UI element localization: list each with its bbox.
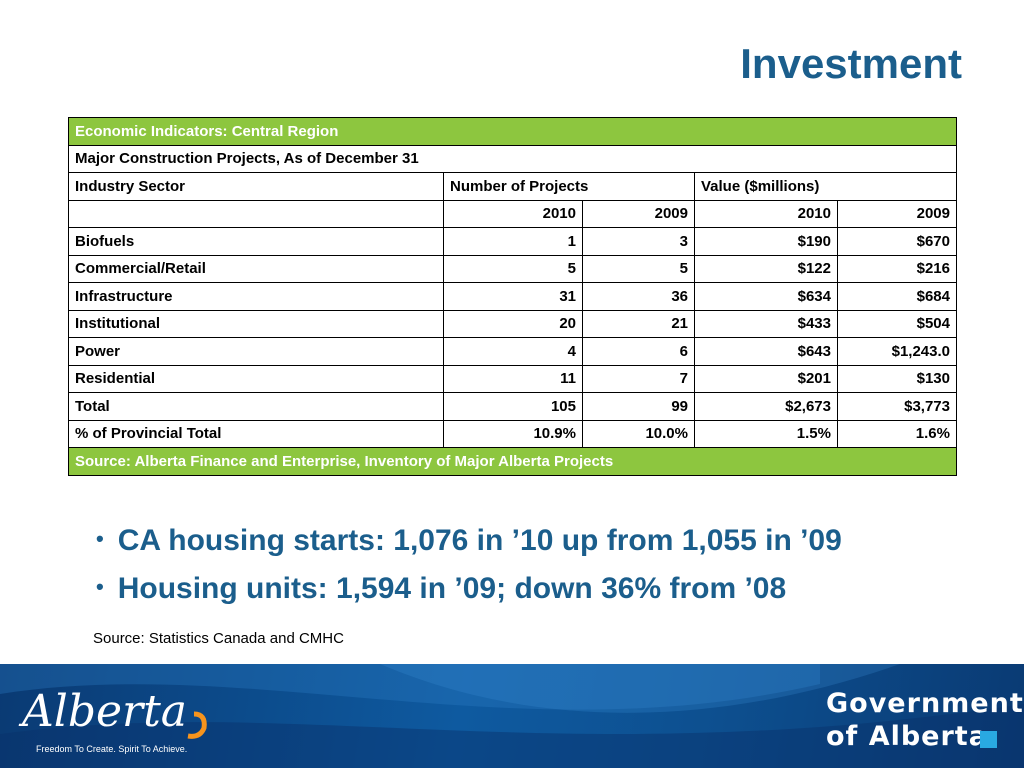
row-projects-2009: 36	[582, 282, 695, 311]
table-row: Power 4 6 $643 $1,243.0	[68, 337, 957, 366]
row-projects-2009: 99	[582, 392, 695, 421]
year-projects-2009: 2009	[582, 199, 695, 228]
row-projects-2010: 4	[443, 337, 583, 366]
column-header-sector: Industry Sector	[68, 172, 444, 201]
row-value-2010: $643	[694, 337, 838, 366]
footer-banner: Alberta Freedom To Create. Spirit To Ach…	[0, 664, 1024, 768]
slide-title: Investment	[740, 40, 962, 87]
year-projects-2010: 2010	[443, 199, 583, 228]
table-subtitle-row: Major Construction Projects, As of Decem…	[68, 144, 957, 173]
row-value-2010: $433	[694, 309, 838, 338]
row-value-2010: $634	[694, 282, 838, 311]
row-sector: Power	[68, 337, 444, 366]
row-projects-2010: 105	[443, 392, 583, 421]
row-value-2010: $122	[694, 254, 838, 283]
row-value-2009: $130	[837, 364, 957, 393]
row-sector: Institutional	[68, 309, 444, 338]
row-sector: Residential	[68, 364, 444, 393]
row-projects-2010: 5	[443, 254, 583, 283]
logo-orange-swoosh	[187, 711, 207, 739]
table-year-row: 2010 2009 2010 2009	[68, 199, 957, 228]
row-projects-2009: 7	[582, 364, 695, 393]
row-sector: Biofuels	[68, 227, 444, 256]
row-value-2009: $1,243.0	[837, 337, 957, 366]
government-wordmark-line1: Government	[826, 688, 1024, 719]
row-projects-2010: 11	[443, 364, 583, 393]
bullet-marker: •	[96, 574, 104, 599]
row-value-2009: $216	[837, 254, 957, 283]
year-value-2009: 2009	[837, 199, 957, 228]
row-sector: Infrastructure	[68, 282, 444, 311]
table-row: Total 105 99 $2,673 $3,773	[68, 392, 957, 421]
economic-indicators-table: Economic Indicators: Central Region Majo…	[68, 117, 957, 476]
bullet-text: Housing units: 1,594 in ’09; down 36% fr…	[117, 572, 787, 605]
row-projects-2009: 21	[582, 309, 695, 338]
table-column-header-row: Industry Sector Number of Projects Value…	[68, 172, 957, 201]
row-sector: Commercial/Retail	[68, 254, 444, 283]
row-value-2009: $670	[837, 227, 957, 256]
row-projects-2009: 3	[582, 227, 695, 256]
bullet-list: • CA housing starts: 1,076 in ’10 up fro…	[96, 524, 842, 620]
footer-swoosh-graphic	[0, 664, 1024, 768]
year-value-2010: 2010	[694, 199, 838, 228]
table-source: Source: Alberta Finance and Enterprise, …	[68, 447, 957, 476]
table-row: % of Provincial Total 10.9% 10.0% 1.5% 1…	[68, 419, 957, 448]
row-sector: Total	[68, 392, 444, 421]
row-value-2009: $3,773	[837, 392, 957, 421]
bullet-text: CA housing starts: 1,076 in ’10 up from …	[117, 524, 842, 557]
row-value-2009: $684	[837, 282, 957, 311]
table-source-row: Source: Alberta Finance and Enterprise, …	[68, 447, 957, 476]
row-value-2010: $2,673	[694, 392, 838, 421]
row-projects-2009: 10.0%	[582, 419, 695, 448]
bullet-marker: •	[96, 526, 104, 551]
source-note: Source: Statistics Canada and CMHC	[93, 630, 344, 647]
column-header-value: Value ($millions)	[694, 172, 957, 201]
bullet-item: • CA housing starts: 1,076 in ’10 up fro…	[96, 524, 842, 572]
bullet-item: • Housing units: 1,594 in ’09; down 36% …	[96, 572, 842, 620]
row-projects-2010: 20	[443, 309, 583, 338]
table-row: Institutional 20 21 $433 $504	[68, 309, 957, 338]
logo-wordmark: Alberta	[18, 686, 187, 737]
row-projects-2010: 1	[443, 227, 583, 256]
government-wordmark-line2: of Alberta	[826, 721, 988, 752]
table-header-row: Economic Indicators: Central Region	[68, 117, 957, 146]
row-projects-2009: 6	[582, 337, 695, 366]
government-square-icon	[980, 731, 997, 748]
row-value-2010: $190	[694, 227, 838, 256]
row-projects-2010: 10.9%	[443, 419, 583, 448]
column-header-projects: Number of Projects	[443, 172, 695, 201]
row-projects-2009: 5	[582, 254, 695, 283]
table-row: Infrastructure 31 36 $634 $684	[68, 282, 957, 311]
alberta-logo: Alberta	[18, 686, 207, 739]
row-value-2009: 1.6%	[837, 419, 957, 448]
table-row: Residential 11 7 $201 $130	[68, 364, 957, 393]
row-projects-2010: 31	[443, 282, 583, 311]
year-row-blank	[68, 199, 444, 228]
row-sector: % of Provincial Total	[68, 419, 444, 448]
row-value-2009: $504	[837, 309, 957, 338]
row-value-2010: 1.5%	[694, 419, 838, 448]
table-subtitle: Major Construction Projects, As of Decem…	[68, 144, 957, 173]
table-row: Biofuels 1 3 $190 $670	[68, 227, 957, 256]
table-row: Commercial/Retail 5 5 $122 $216	[68, 254, 957, 283]
logo-tagline: Freedom To Create. Spirit To Achieve.	[36, 744, 188, 754]
table-header-title: Economic Indicators: Central Region	[68, 117, 957, 146]
row-value-2010: $201	[694, 364, 838, 393]
